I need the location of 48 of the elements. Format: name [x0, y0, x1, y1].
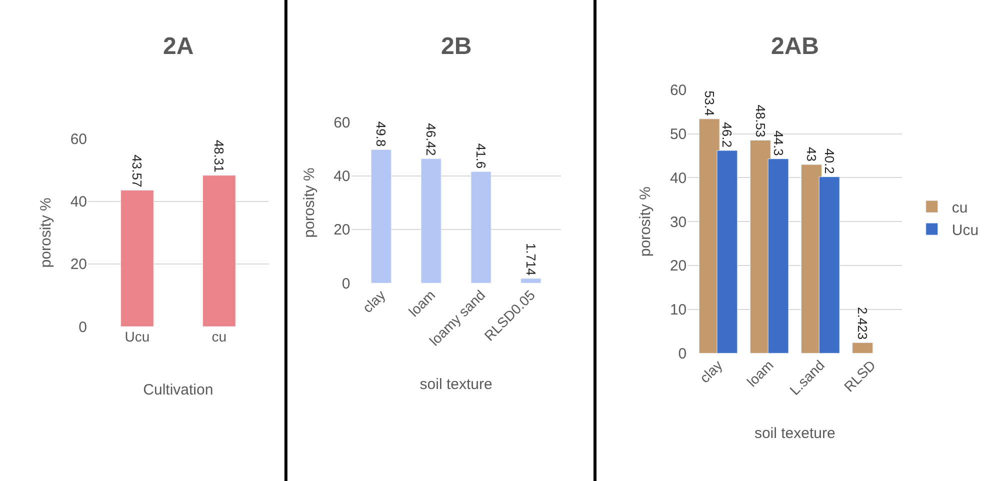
bar	[520, 278, 542, 284]
y-tick-label: 0	[678, 345, 687, 362]
data-label: 48.31	[212, 140, 227, 172]
y-tick-label: 50	[670, 126, 687, 144]
legend-label: Ucu	[952, 222, 979, 239]
x-tick-label: clay	[696, 356, 726, 386]
data-label: 43	[804, 147, 819, 162]
x-tick-label: cu	[212, 328, 227, 345]
data-label: 48.53	[752, 104, 768, 138]
y-axis-title: porosity %	[300, 168, 318, 238]
bar	[420, 158, 442, 284]
y-tick-label: 0	[342, 275, 350, 292]
y-tick-label: 20	[670, 258, 687, 275]
bar	[470, 171, 492, 284]
bar	[852, 342, 874, 354]
y-tick-label: 40	[670, 170, 687, 187]
data-label: 46.2	[720, 122, 735, 148]
y-tick-label: 20	[334, 222, 350, 239]
y-tick-label: 20	[70, 256, 87, 274]
x-axis-title: soil texture	[420, 376, 492, 393]
y-tick-label: 60	[70, 131, 87, 148]
y-tick-label: 30	[670, 214, 687, 231]
x-axis-title: Cultivation	[143, 382, 214, 399]
y-axis-title: porosity %	[38, 198, 55, 268]
y-tick-label: 40	[334, 168, 350, 186]
x-tick-label: clay	[359, 286, 388, 316]
data-label: 40.2	[822, 148, 837, 174]
data-label: 43.57	[130, 154, 145, 188]
bar	[370, 149, 392, 284]
data-label: 53.4	[702, 90, 717, 116]
y-tick-label: 60	[670, 82, 687, 100]
y-axis-title: porosity %	[637, 186, 654, 257]
chart-title: 2AB	[771, 33, 820, 60]
legend-label: cu	[952, 199, 968, 216]
y-tick-label: 40	[70, 194, 87, 211]
x-axis-title: soil texeture	[754, 425, 836, 442]
x-tick-label: Ucu	[124, 328, 150, 345]
data-label: 1.714	[523, 242, 538, 276]
data-label: 2.423	[855, 307, 870, 340]
chart-title: 2B	[441, 33, 472, 60]
y-tick-label: 10	[670, 302, 687, 319]
data-label: 44.3	[770, 130, 786, 156]
data-label: 49.8	[374, 121, 389, 147]
y-tick-label: 0	[78, 318, 87, 336]
data-label: 46.42	[424, 123, 439, 156]
data-label: 41.6	[474, 143, 489, 169]
chart-title: 2A	[163, 33, 194, 60]
y-tick-label: 60	[334, 114, 350, 132]
